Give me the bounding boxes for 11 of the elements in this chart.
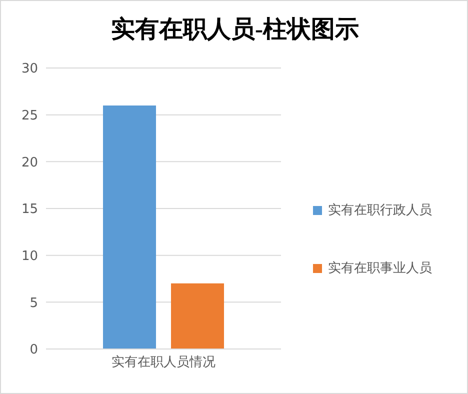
y-tick-label: 20 <box>21 155 38 170</box>
legend-label: 实有在职事业人员 <box>328 260 432 277</box>
y-tick-label: 30 <box>21 62 38 77</box>
y-tick-label: 25 <box>21 108 38 124</box>
y-tick-label: 10 <box>21 248 38 264</box>
y-tick-label: 15 <box>21 202 38 218</box>
legend-label: 实有在职行政人员 <box>328 202 432 219</box>
x-tick-label: 实有在职人员情况 <box>112 355 216 370</box>
y-tick-label: 5 <box>30 296 38 311</box>
chart-title: 实有在职人员-柱状图示 <box>110 15 360 45</box>
y-tick-label: 0 <box>30 342 38 358</box>
